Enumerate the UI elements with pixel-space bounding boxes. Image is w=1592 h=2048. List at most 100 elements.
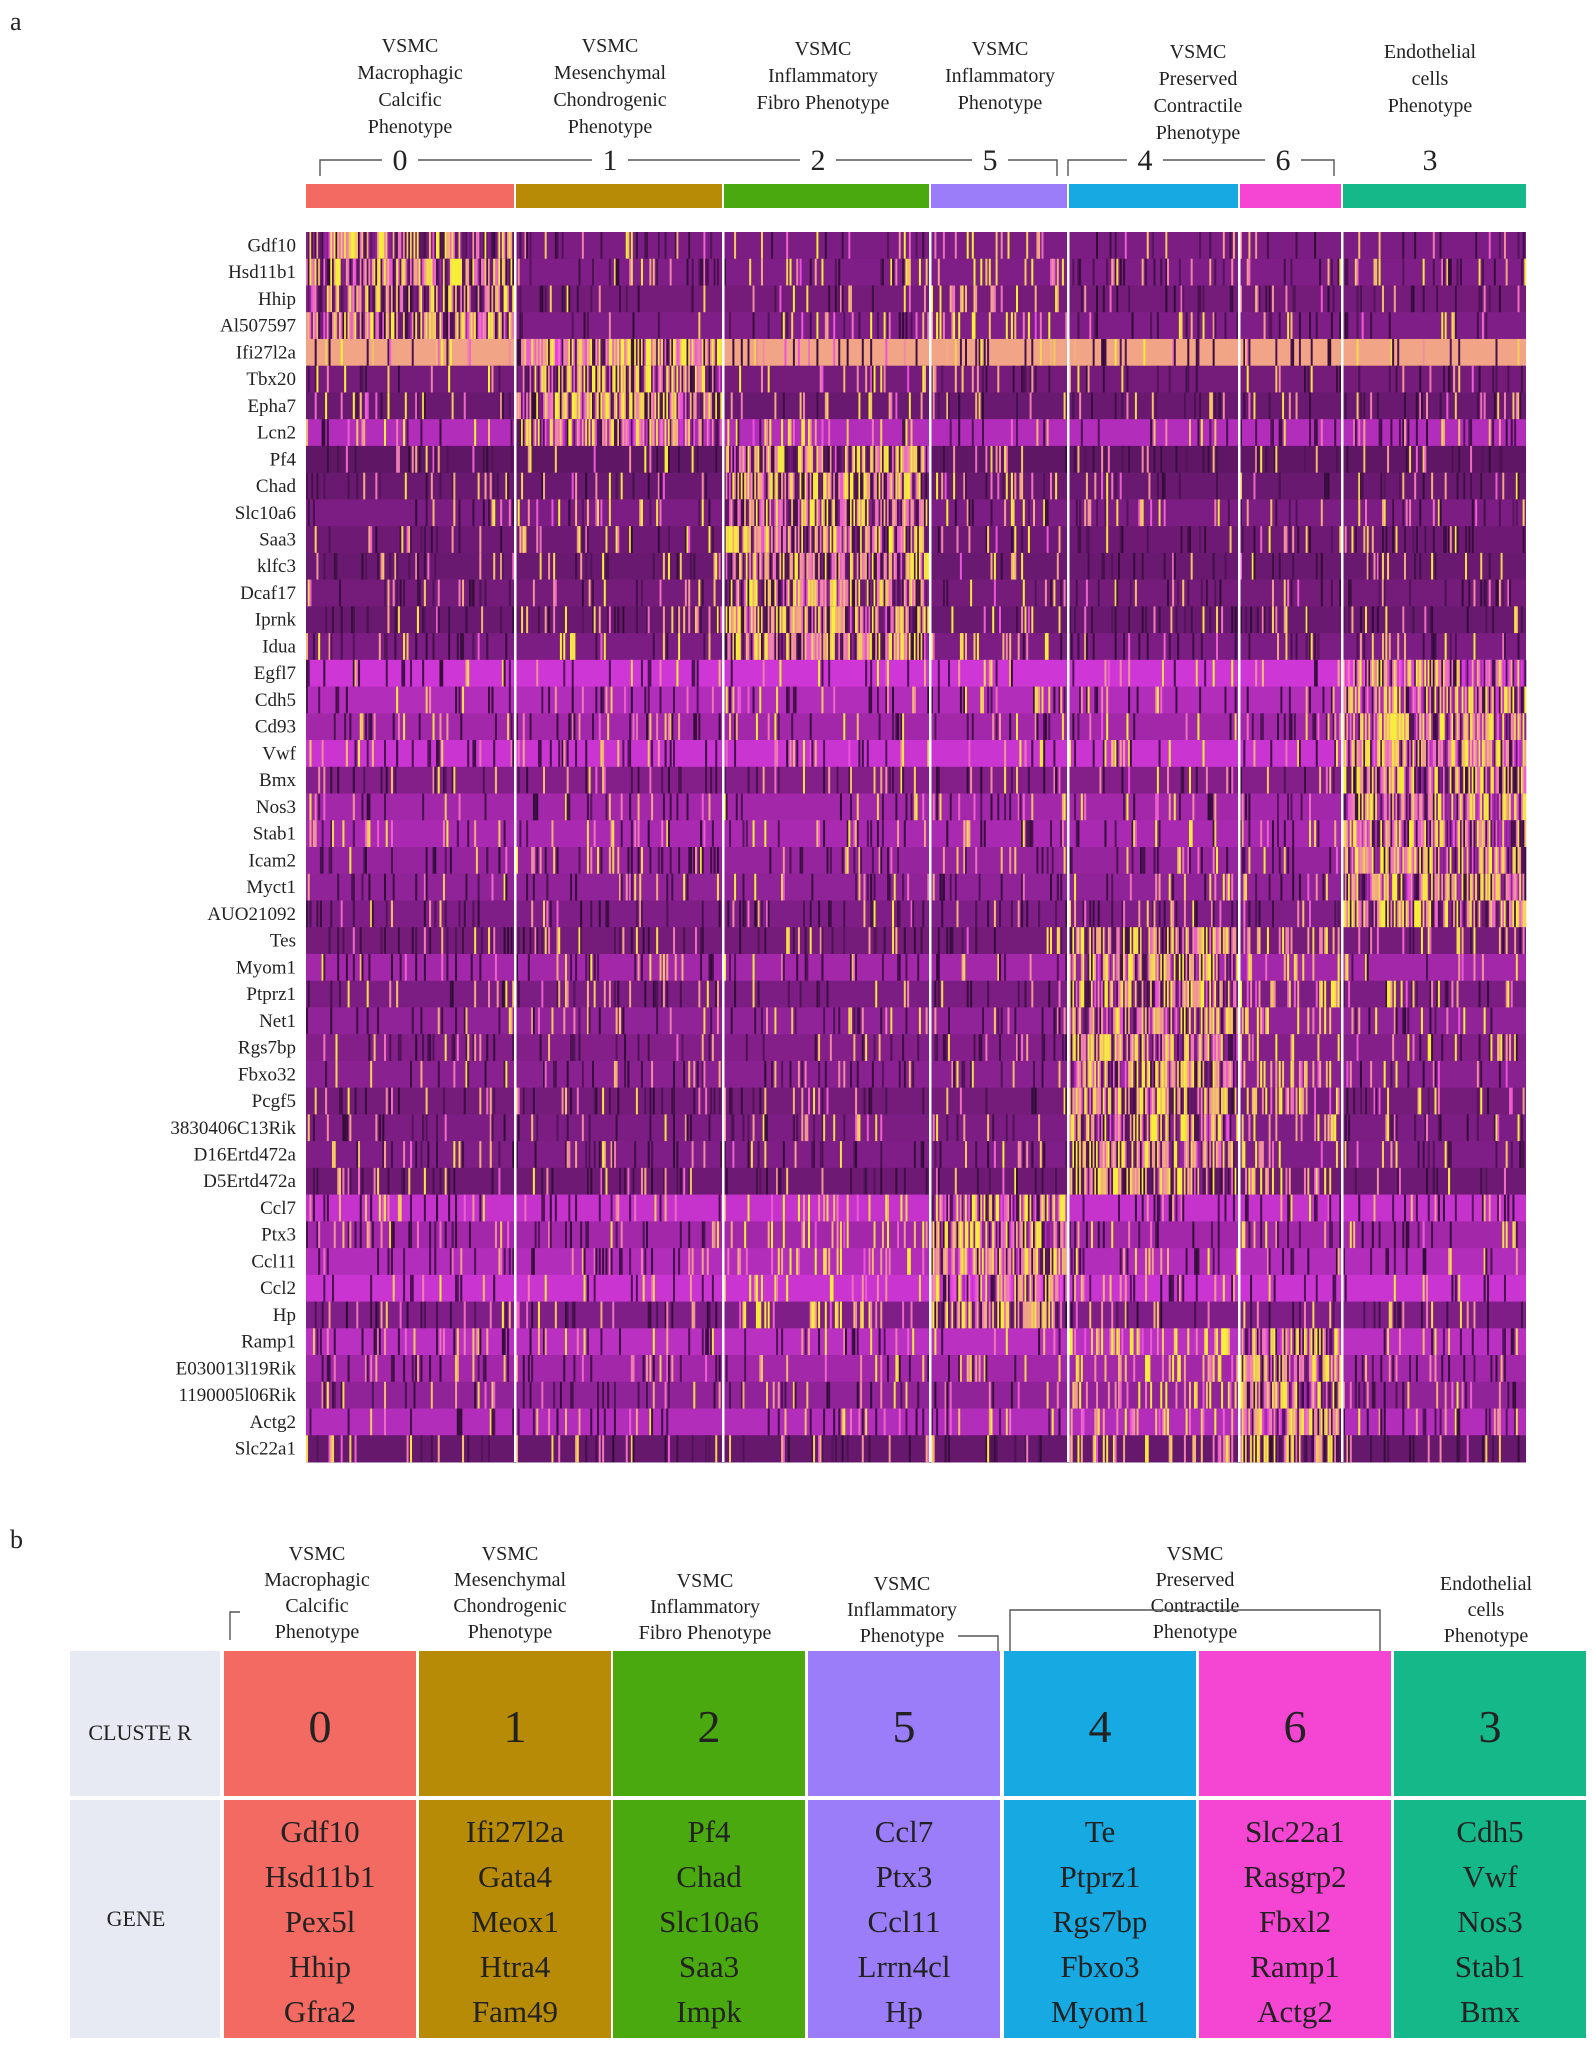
heatmap-cell	[526, 606, 529, 634]
heatmap-cell	[1437, 713, 1440, 741]
heatmap-cell	[498, 312, 501, 340]
heatmap-cell	[595, 392, 598, 420]
heatmap-cell	[1183, 606, 1186, 634]
heatmap-cell	[422, 392, 425, 420]
heatmap-cell	[392, 232, 395, 260]
heatmap-cell	[875, 552, 878, 580]
heatmap-cell	[1439, 392, 1442, 420]
heatmap-cell	[472, 258, 475, 286]
heatmap-cell	[332, 312, 335, 340]
heatmap-cell	[802, 740, 805, 768]
phenotype-label-1-line-1: Mesenchymal	[554, 62, 667, 84]
heatmap-cell	[479, 579, 482, 607]
heatmap-cell	[890, 579, 893, 607]
heatmap-cell	[1240, 499, 1242, 527]
heatmap-cell	[715, 552, 718, 580]
heatmap-cell	[846, 526, 849, 554]
heatmap-cell	[1356, 686, 1359, 714]
heatmap-cell	[627, 740, 630, 768]
heatmap-cell	[808, 419, 810, 447]
heatmap-cell	[1027, 606, 1030, 634]
heatmap-cell	[356, 258, 359, 286]
heatmap-cell	[498, 365, 501, 393]
heatmap-cell	[634, 392, 637, 420]
heatmap-cell	[1351, 526, 1354, 554]
heatmap-cell	[500, 552, 503, 580]
heatmap-cell	[1102, 338, 1105, 366]
heatmap-cell	[671, 713, 674, 741]
heatmap-cell	[1485, 579, 1488, 607]
heatmap-cell	[448, 312, 451, 340]
heatmap-cell	[1061, 713, 1064, 741]
gene-label-Net1: Net1	[259, 1011, 296, 1032]
heatmap-cell	[1383, 713, 1386, 741]
heatmap-cell	[834, 285, 837, 313]
heatmap-cell	[671, 338, 674, 366]
heatmap-cell	[477, 258, 480, 286]
heatmap-cell	[627, 338, 630, 366]
heatmap-cell	[598, 606, 601, 634]
heatmap-cell	[1422, 713, 1425, 741]
heatmap-cell	[580, 365, 583, 393]
heatmap-cell	[678, 633, 681, 661]
heatmap-cell	[818, 472, 821, 500]
heatmap-cell	[892, 552, 895, 580]
heatmap-cell	[622, 740, 625, 768]
heatmap-cell	[403, 713, 406, 741]
heatmap-cell	[787, 472, 790, 500]
heatmap-cell	[715, 740, 718, 768]
heatmap-cell	[1451, 713, 1454, 741]
heatmap-cell	[1476, 793, 1479, 821]
heatmap-cell	[917, 633, 920, 661]
cluster-number-5: 5	[983, 144, 998, 177]
heatmap-cell	[605, 419, 608, 447]
heatmap-cell	[923, 445, 926, 473]
heatmap-cell	[434, 312, 437, 340]
heatmap-cell	[491, 312, 494, 340]
heatmap-cell	[661, 820, 664, 848]
heatmap-cell	[1260, 445, 1263, 473]
heatmap-cell	[434, 285, 437, 313]
heatmap-cell	[1202, 312, 1205, 340]
heatmap-cell	[850, 766, 852, 794]
heatmap-cell	[396, 419, 399, 447]
heatmap-cell	[1427, 713, 1430, 741]
heatmap-cell	[472, 285, 475, 313]
heatmap-cell	[1371, 526, 1374, 554]
heatmap-cell	[397, 258, 400, 286]
heatmap-cell	[581, 499, 584, 527]
heatmap-cell	[1397, 766, 1400, 794]
heatmap-cell	[1197, 713, 1200, 741]
heatmap-cell	[1485, 740, 1488, 768]
heatmap-cell	[818, 552, 821, 580]
heatmap-cell	[886, 633, 889, 661]
heatmap-cell	[603, 419, 606, 447]
gene-label-3830406C13Rik: 3830406C13Rik	[170, 1118, 296, 1139]
heatmap-cell	[688, 579, 691, 607]
heatmap-cell	[1012, 499, 1015, 527]
heatmap-cell	[742, 606, 745, 634]
heatmap-cell	[740, 633, 743, 661]
heatmap-cell	[982, 365, 984, 393]
heatmap-cell	[553, 419, 556, 447]
heatmap-cell	[1520, 258, 1523, 286]
heatmap-cell	[927, 499, 930, 527]
heatmap-cell	[349, 232, 352, 260]
heatmap-cell	[371, 312, 374, 340]
heatmap-cell	[860, 606, 863, 634]
heatmap-cell	[1214, 419, 1217, 447]
heatmap-cell	[1106, 526, 1109, 554]
heatmap-cell	[456, 633, 459, 661]
heatmap-cell	[880, 579, 883, 607]
heatmap-cell	[932, 793, 935, 821]
heatmap-cell	[307, 258, 310, 286]
heatmap-cell	[725, 526, 728, 554]
heatmap-cell	[1339, 579, 1342, 607]
heatmap-cell	[1046, 633, 1049, 661]
heatmap-cell	[321, 312, 324, 340]
heatmap-cell	[1026, 232, 1029, 260]
heatmap-cell	[647, 820, 650, 848]
heatmap-cell	[905, 499, 908, 527]
heatmap-cell	[1390, 740, 1393, 768]
heatmap-cell	[910, 633, 913, 661]
